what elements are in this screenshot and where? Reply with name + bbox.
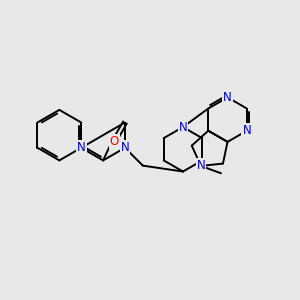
Text: N: N [121, 141, 129, 154]
Text: N: N [77, 141, 85, 154]
Text: N: N [196, 159, 205, 172]
Text: N: N [178, 121, 187, 134]
Text: N: N [242, 124, 251, 137]
Text: O: O [110, 135, 119, 148]
Text: N: N [223, 91, 232, 104]
